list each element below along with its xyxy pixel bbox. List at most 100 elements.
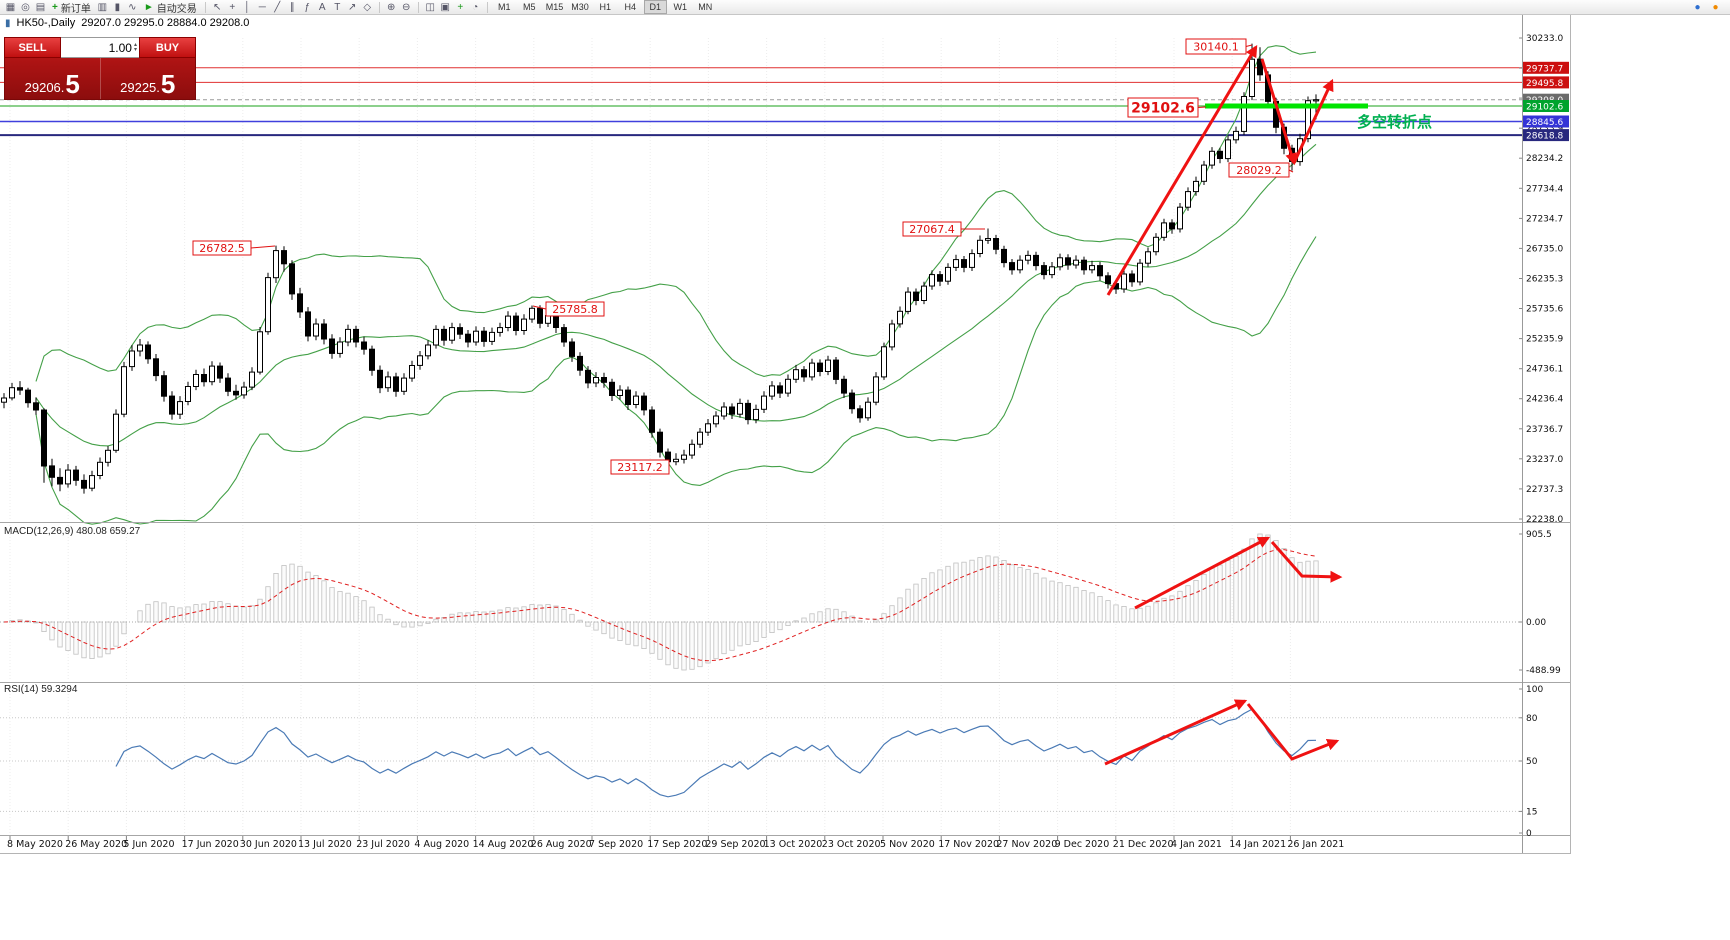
timeframe-h1[interactable]: H1 — [599, 2, 612, 12]
candlestick-chart-icon[interactable]: ▮ — [114, 1, 121, 13]
toolbar-separator — [204, 1, 206, 13]
timeframe-m5[interactable]: M5 — [522, 2, 536, 12]
price-callout[interactable]: 30140.1 — [1185, 38, 1253, 55]
svg-text:28234.2: 28234.2 — [1526, 154, 1563, 164]
text-icon[interactable]: A — [318, 1, 326, 13]
pivot-point-label[interactable]: 多空转折点 — [1357, 113, 1432, 131]
svg-text:28029.2: 28029.2 — [1236, 164, 1282, 177]
auto-trading-button[interactable]: ► 自动交易 — [140, 1, 201, 15]
price-callout[interactable]: 26782.5 — [192, 240, 276, 256]
svg-text:24236.4: 24236.4 — [1526, 395, 1563, 405]
cursor-icon[interactable]: ↖ — [213, 1, 222, 13]
period-icon[interactable]: ◔ — [472, 1, 479, 13]
timeframe-w1[interactable]: W1 — [673, 2, 688, 12]
fibonacci-icon[interactable]: ƒ — [304, 1, 311, 13]
play-icon: ► — [143, 1, 154, 13]
svg-text:15: 15 — [1526, 807, 1537, 817]
sell-button[interactable]: SELL — [4, 37, 61, 58]
buy-button[interactable]: BUY — [139, 37, 196, 58]
bollinger-outer-band — [35, 45, 1317, 382]
horizontal-line-icon[interactable]: ─ — [258, 1, 266, 13]
arrow-tool-icon[interactable]: ↗ — [348, 1, 357, 13]
svg-text:25735.6: 25735.6 — [1526, 305, 1563, 315]
svg-text:27234.7: 27234.7 — [1526, 214, 1563, 224]
toolbar-separator — [378, 1, 380, 13]
svg-text:22737.3: 22737.3 — [1526, 485, 1563, 495]
svg-text:29495.8: 29495.8 — [1526, 79, 1563, 89]
svg-text:8 May 2020: 8 May 2020 — [7, 839, 63, 850]
auto-trading-label: 自动交易 — [156, 3, 197, 15]
line-chart-icon[interactable]: ∿ — [128, 1, 137, 13]
buy-price[interactable]: 29225. 5 — [99, 58, 196, 99]
add-indicator-icon[interactable]: + — [457, 1, 464, 13]
new-chart-icon[interactable]: ▣ — [440, 1, 450, 13]
svg-text:4 Jan 2021: 4 Jan 2021 — [1171, 839, 1222, 850]
profile-icon[interactable]: ▤ — [35, 1, 46, 13]
price-tag: 29102.6 — [1523, 100, 1569, 113]
price-callout[interactable]: 29102.6 — [1127, 97, 1207, 118]
price-tag: 29737.7 — [1523, 61, 1569, 74]
price-callout[interactable]: 25785.8 — [532, 301, 605, 317]
volume-value[interactable]: 1.00 — [108, 40, 132, 55]
timeframe-m1[interactable]: M1 — [497, 2, 511, 12]
price-callout[interactable]: 27067.4 — [902, 221, 985, 237]
shapes-icon[interactable]: ◇ — [363, 1, 372, 13]
label-icon[interactable]: T — [334, 1, 341, 13]
trend-arrow[interactable] — [1260, 58, 1297, 166]
trend-arrow[interactable] — [1270, 541, 1343, 583]
timeframe-h4[interactable]: H4 — [624, 2, 637, 12]
svg-text:905.5: 905.5 — [1526, 530, 1552, 540]
chart-caption: ▮ HK50-,Daily 29207.0 29295.0 28884.0 29… — [5, 17, 249, 29]
svg-text:23736.7: 23736.7 — [1526, 425, 1563, 435]
vertical-line-icon[interactable]: │ — [244, 1, 251, 13]
chart-window-icon[interactable]: ▦ — [5, 1, 16, 13]
search-icon[interactable]: ◎ — [21, 1, 30, 13]
timeframe-mn[interactable]: MN — [698, 2, 713, 12]
trend-arrow[interactable] — [1134, 536, 1271, 610]
svg-text:17 Sep 2020: 17 Sep 2020 — [647, 839, 707, 850]
connection-status-icon[interactable]: ● — [1694, 1, 1701, 13]
svg-text:23 Jul 2020: 23 Jul 2020 — [356, 839, 410, 850]
timeframe-d1[interactable]: D1 — [643, 0, 667, 14]
svg-text:29737.7: 29737.7 — [1526, 64, 1563, 74]
volume-control[interactable]: 1.00 ▴ ▾ — [61, 37, 139, 58]
svg-text:9 Dec 2020: 9 Dec 2020 — [1055, 839, 1110, 850]
svg-text:0.00: 0.00 — [1526, 618, 1546, 628]
trend-arrow[interactable] — [1104, 699, 1248, 766]
svg-text:26782.5: 26782.5 — [199, 242, 245, 255]
svg-text:21 Dec 2020: 21 Dec 2020 — [1113, 839, 1174, 850]
price-callout[interactable]: 23117.2 — [610, 459, 670, 475]
zoom-in-icon[interactable]: ⊕ — [387, 1, 396, 13]
tile-windows-icon[interactable]: ◫ — [425, 1, 435, 13]
trend-arrow[interactable] — [1246, 703, 1340, 761]
volume-stepper[interactable]: ▴ ▾ — [133, 41, 137, 53]
svg-text:26 Aug 2020: 26 Aug 2020 — [531, 839, 592, 850]
buy-price-big-digit: 5 — [160, 69, 176, 99]
svg-text:30233.0: 30233.0 — [1526, 34, 1563, 44]
crosshair-icon[interactable]: + — [229, 1, 236, 13]
toolbar-separator — [417, 1, 419, 13]
new-order-button[interactable]: + 新订单 — [48, 1, 95, 15]
sell-price[interactable]: 29206. 5 — [5, 58, 100, 99]
volume-down-icon[interactable]: ▾ — [133, 46, 137, 53]
timeframe-m15[interactable]: M15 — [545, 2, 564, 12]
trend-arrow[interactable] — [1292, 78, 1334, 164]
svg-text:26 May 2020: 26 May 2020 — [65, 839, 127, 850]
timeframe-m30[interactable]: M30 — [571, 2, 589, 12]
bollinger-outer-band — [35, 236, 1317, 525]
bar-chart-icon[interactable]: ▥ — [97, 1, 108, 13]
sell-price-main: 29206. — [24, 80, 65, 95]
svg-text:50: 50 — [1526, 757, 1538, 767]
volume-up-icon[interactable]: ▴ — [133, 41, 137, 48]
channel-icon[interactable]: ∥ — [289, 1, 295, 13]
trendline-icon[interactable]: ╱ — [274, 1, 281, 13]
svg-text:30140.1: 30140.1 — [1193, 40, 1239, 53]
zoom-out-icon[interactable]: ⊖ — [402, 1, 411, 13]
chart-window: 8 May 2020 26 May 2020 5 Jun 2020 17 Jun 20… — [0, 15, 1571, 854]
price-callout[interactable]: 28029.2 — [1228, 162, 1294, 178]
trend-arrow[interactable] — [1106, 44, 1258, 296]
price-tag: 28618.8 — [1523, 129, 1569, 142]
notification-icon[interactable]: ● — [1712, 1, 1719, 13]
